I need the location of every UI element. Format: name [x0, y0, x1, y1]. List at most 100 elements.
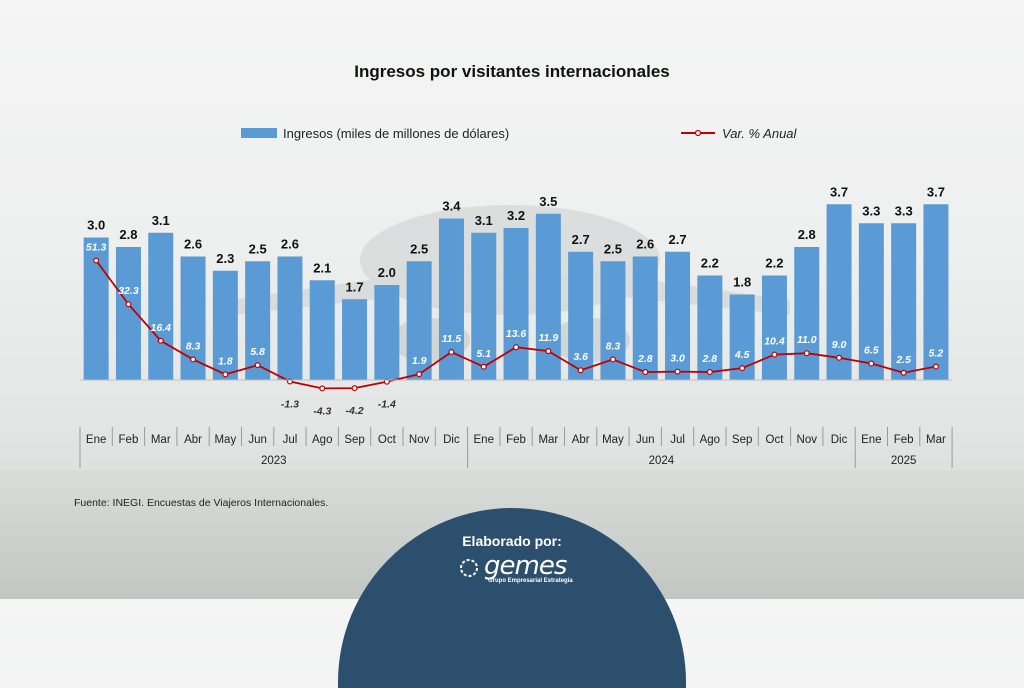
- x-tick-label: Nov: [409, 434, 430, 446]
- line-value-label: 8.3: [606, 340, 621, 352]
- line-point: [706, 369, 713, 376]
- bar-value-label: 3.1: [152, 213, 170, 228]
- chart: Ingresos (miles de millones de dólares) …: [79, 126, 953, 468]
- bar-value-label: 2.6: [184, 237, 202, 252]
- bar-series: 3.0 2.8 3.1 2.6 2.3 2.5 2.6 2.1 1.7 2.0 2.5 3.4 3.1 3…: [83, 184, 949, 380]
- line-point: [771, 351, 778, 358]
- bar-value-label: 2.2: [701, 256, 719, 271]
- legend-bar-label: Ingresos (miles de millones de dólares): [283, 126, 509, 141]
- bar: [406, 261, 432, 380]
- line-point: [416, 371, 423, 378]
- bar-value-label: 2.8: [798, 227, 816, 242]
- bar-value-label: 2.5: [410, 241, 428, 256]
- line-value-label: 2.8: [702, 353, 718, 365]
- line-point: [932, 363, 939, 370]
- line-point: [642, 369, 649, 376]
- bar-value-label: 2.8: [119, 227, 137, 242]
- chart-title: Ingresos por visitantes internacionales: [354, 62, 670, 81]
- x-tick-label: Feb: [506, 434, 526, 446]
- bar: [923, 204, 949, 380]
- line-value-label: 6.5: [864, 345, 879, 357]
- bar: [826, 204, 852, 380]
- line-point: [254, 362, 261, 369]
- x-tick-label: Jul: [670, 434, 685, 446]
- bar: [309, 280, 335, 380]
- x-tick-label: Dic: [831, 434, 848, 446]
- bar: [568, 251, 594, 380]
- x-tick-label: Ene: [474, 434, 494, 446]
- bar: [503, 228, 529, 380]
- bar: [212, 270, 238, 380]
- line-value-label: 3.6: [573, 351, 588, 363]
- bar-value-label: 2.7: [669, 232, 687, 247]
- line-point: [836, 354, 843, 361]
- source-note: Fuente: INEGI. Encuestas de Viajeros Int…: [74, 497, 329, 509]
- x-tick-label: May: [214, 434, 236, 446]
- line-point: [513, 344, 520, 351]
- year-label: 2023: [261, 455, 287, 467]
- legend-line-marker: [694, 129, 702, 137]
- bar: [761, 275, 787, 380]
- line-point: [545, 348, 552, 355]
- bar-value-label: 3.2: [507, 208, 525, 223]
- x-tick-label: Mar: [538, 434, 558, 446]
- logo-wordmark: gemes: [484, 551, 567, 581]
- bar-value-label: 2.6: [636, 237, 654, 252]
- line-value-label: 2.5: [895, 354, 911, 366]
- bar-value-label: 3.3: [862, 203, 880, 218]
- x-tick-label: Abr: [572, 434, 590, 446]
- line-value-label: -1.3: [281, 398, 299, 410]
- x-tick-label: Mar: [151, 434, 171, 446]
- line-point: [125, 301, 132, 308]
- line-point: [319, 385, 326, 392]
- line-value-label: 11.9: [539, 332, 559, 344]
- line-value-label: 3.0: [670, 353, 685, 365]
- line-value-label: 5.8: [250, 346, 265, 358]
- x-tick-label: Ago: [700, 434, 720, 446]
- bar-value-label: 2.1: [313, 260, 331, 275]
- x-tick-label: Oct: [766, 434, 785, 446]
- x-tick-label: Abr: [184, 434, 202, 446]
- bar: [245, 261, 271, 380]
- x-tick-label: Feb: [894, 434, 914, 446]
- x-tick-label: Ago: [312, 434, 332, 446]
- x-tick-label: Jun: [636, 434, 655, 446]
- bar: [535, 213, 561, 380]
- line-value-label: 51.3: [86, 242, 107, 254]
- line-value-label: 16.4: [151, 322, 172, 334]
- line-value-label: 11.5: [442, 333, 462, 345]
- line-point: [190, 356, 197, 363]
- bar-value-label: 3.7: [830, 184, 848, 199]
- line-point: [577, 367, 584, 374]
- line-value-label: -4.2: [346, 405, 364, 417]
- gemes-logo: gemes Grupo Empresarial Estrategia: [456, 551, 573, 585]
- line-point: [448, 349, 455, 356]
- line-value-label: 11.0: [797, 334, 817, 346]
- line-point: [157, 337, 164, 344]
- x-tick-label: May: [602, 434, 624, 446]
- line-point: [739, 365, 746, 372]
- line-point: [222, 371, 229, 378]
- line-series: 51.3 32.3 16.4 8.3 1.8 5.8 -1.3 -4.3 -4.2 -1.4 1.9…: [86, 242, 943, 418]
- bar-value-label: 2.5: [249, 241, 267, 256]
- logo-ring-icon: [460, 559, 478, 577]
- legend: Ingresos (miles de millones de dólares) …: [241, 126, 798, 141]
- bar: [665, 251, 691, 380]
- footer-label: Elaborado por:: [462, 533, 562, 549]
- bar-value-label: 2.6: [281, 237, 299, 252]
- line-value-label: 10.4: [764, 336, 785, 348]
- x-tick-label: Jul: [283, 434, 298, 446]
- bar: [632, 256, 658, 380]
- bar: [891, 223, 917, 380]
- bar-value-label: 1.8: [733, 275, 751, 290]
- bar-value-label: 1.7: [346, 279, 364, 294]
- bar: [858, 223, 884, 380]
- x-tick-label: Mar: [926, 434, 946, 446]
- line-point: [93, 257, 100, 264]
- bar-value-label: 3.0: [87, 218, 105, 233]
- line-value-label: 5.2: [929, 348, 944, 360]
- bar-value-label: 2.2: [765, 256, 783, 271]
- year-label: 2025: [891, 455, 917, 467]
- line-point: [383, 378, 390, 385]
- line-value-label: 32.3: [118, 285, 139, 297]
